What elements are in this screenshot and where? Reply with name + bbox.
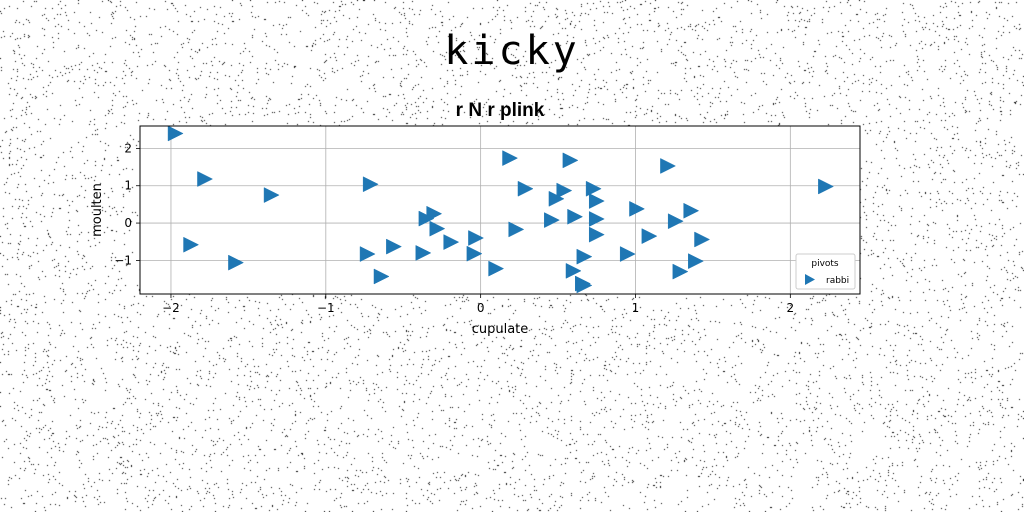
- data-points: [167, 125, 834, 294]
- data-point: [508, 221, 525, 238]
- data-point: [588, 193, 605, 209]
- y-tick-label: 1: [124, 179, 132, 193]
- data-point: [415, 245, 432, 261]
- plot-area: [140, 126, 860, 294]
- data-point: [688, 253, 704, 270]
- data-point: [683, 202, 700, 219]
- data-point: [488, 260, 505, 277]
- data-point: [629, 200, 646, 217]
- data-point: [466, 245, 483, 262]
- data-point: [567, 208, 584, 225]
- data-point: [167, 125, 184, 142]
- data-point: [502, 150, 519, 167]
- legend-title: pivots: [811, 259, 839, 269]
- data-point: [443, 234, 460, 251]
- data-point: [197, 171, 214, 187]
- data-point: [667, 213, 684, 230]
- data-point: [359, 246, 376, 262]
- data-point: [641, 228, 658, 245]
- data-point: [576, 277, 593, 294]
- data-point: [585, 180, 602, 197]
- legend-marker: [805, 274, 815, 285]
- data-point: [818, 178, 834, 195]
- chart-title: r N r plink: [456, 100, 545, 121]
- legend-entry-label: rabbi: [826, 276, 849, 286]
- data-point: [517, 180, 534, 197]
- x-axis-label: cupulate: [472, 322, 529, 337]
- x-tick-label: −2: [162, 301, 180, 315]
- data-point: [362, 176, 379, 193]
- y-tick-label: 0: [124, 216, 132, 230]
- x-tick-label: −1: [317, 301, 335, 315]
- y-axis-ticks: −1 0 1 2: [114, 141, 140, 267]
- data-point: [263, 187, 280, 203]
- data-point: [576, 248, 593, 265]
- x-tick-label: 0: [477, 301, 485, 315]
- plot-frame: [139, 125, 861, 295]
- data-point: [660, 158, 677, 174]
- data-point: [588, 211, 605, 227]
- data-point: [562, 152, 579, 169]
- data-point: [228, 254, 245, 271]
- data-point: [672, 263, 689, 280]
- x-axis-ticks: −2 −1 0 1 2: [162, 294, 794, 315]
- data-point: [429, 220, 446, 237]
- y-tick-label: −1: [114, 253, 132, 267]
- data-point: [556, 182, 573, 199]
- figure-title: kicky: [444, 28, 580, 74]
- data-point: [565, 262, 582, 279]
- data-point: [373, 268, 390, 285]
- data-point: [426, 205, 443, 222]
- data-point: [694, 231, 711, 248]
- x-tick-label: 1: [632, 301, 640, 315]
- data-point: [588, 226, 605, 243]
- data-point: [544, 212, 560, 228]
- legend: pivots rabbi: [795, 253, 856, 290]
- x-tick-label: 2: [787, 301, 795, 315]
- data-point: [183, 236, 200, 253]
- y-axis-label: moulten: [90, 183, 105, 237]
- data-point: [468, 230, 485, 246]
- y-tick-label: 2: [124, 141, 132, 155]
- data-point: [386, 238, 402, 255]
- data-point: [619, 246, 636, 262]
